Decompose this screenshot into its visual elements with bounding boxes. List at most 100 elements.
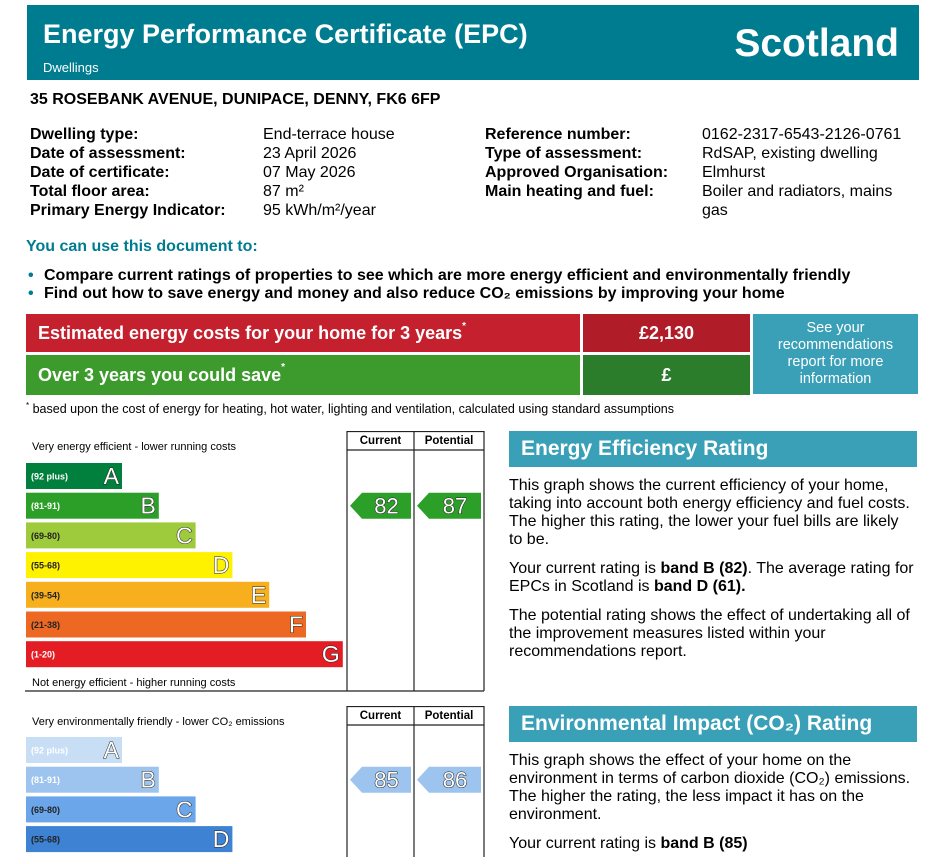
band-range: (92 plus) — [31, 746, 68, 756]
band — [26, 737, 122, 763]
detail-label: Approved Organisation: — [485, 164, 669, 181]
energy-heading: Energy Efficiency Rating — [509, 431, 917, 467]
detail-value: Boiler and radiators, mains gas — [702, 183, 893, 219]
detail-value: 95 kWh/m²/year — [263, 202, 376, 219]
rating-value: 82 — [374, 494, 398, 519]
band-letter: D — [213, 552, 230, 578]
detail-label: Type of assessment: — [485, 145, 643, 162]
column-header: Potential — [425, 435, 474, 447]
band-letter: C — [176, 796, 193, 822]
detail-label: Reference number: — [485, 126, 631, 143]
band — [26, 552, 233, 579]
uses-heading: You can use this document to: — [26, 238, 258, 255]
detail-value: 0162-2317-6543-2126-0761 — [702, 126, 902, 143]
rating-arrow — [417, 492, 481, 519]
detail-row: Date of assessment: 23 April 2026 — [30, 144, 463, 163]
detail-label: Date of certificate: — [30, 164, 170, 181]
detail-row: Approved Organisation: Elmhurst — [485, 163, 920, 182]
bold-text: band D (61). — [653, 578, 746, 595]
band — [26, 611, 306, 638]
band-range: (21-38) — [31, 620, 60, 630]
band-range: (81-91) — [31, 775, 60, 785]
environment-rating-chart: Current Potential Very environmentally fri… — [26, 706, 485, 857]
band-letter: F — [289, 612, 303, 638]
column-header: Current — [360, 435, 402, 447]
header: Energy Performance Certificate (EPC) Dwe… — [27, 5, 919, 80]
rating-arrow — [417, 766, 481, 793]
bold-text: band B (85) — [660, 835, 748, 852]
detail-row: Total floor area: 87 m² — [30, 182, 463, 201]
top-label: Very energy efficient - lower running co… — [32, 441, 237, 453]
detail-row: Type of assessment: RdSAP, existing dwell… — [485, 144, 920, 163]
cost-label-text: Over 3 years you could save — [38, 364, 282, 385]
paragraph: This graph shows the effect of your home… — [509, 752, 914, 824]
cost-note-mark: * — [281, 362, 286, 373]
detail-row: Date of certificate: 07 May 2026 — [30, 163, 463, 182]
rating-arrow — [350, 766, 411, 793]
band — [26, 581, 270, 608]
detail-label: Primary Energy Indicator: — [30, 202, 226, 219]
band-letter: D — [213, 826, 230, 852]
text: Your current rating is — [509, 560, 661, 577]
column-header: Current — [360, 710, 402, 722]
address: 35 ROSEBANK AVENUE, DUNIPACE, DENNY, FK6… — [30, 91, 441, 108]
detail-value: 87 m² — [263, 183, 304, 200]
band-range: (1-20) — [31, 650, 55, 660]
band-range: (69-80) — [31, 805, 60, 815]
band — [26, 463, 122, 489]
text: Your current rating is — [509, 835, 661, 852]
bullet: • — [28, 267, 34, 284]
band-range: (92 plus) — [31, 472, 68, 482]
cost-value: £ — [583, 355, 750, 395]
rating-value: 87 — [443, 494, 467, 519]
energy-rating-chart: Current Potential Very energy efficient - … — [25, 431, 485, 692]
use-text: Find out how to save energy and money an… — [44, 285, 785, 302]
use-text: Compare current ratings of properties to… — [44, 267, 851, 284]
detail-value: RdSAP, existing dwelling — [702, 145, 878, 162]
environment-text: This graph shows the effect of your home… — [509, 752, 914, 864]
cost-label-text: Estimated energy costs for your home for… — [38, 322, 463, 343]
region: Scotland — [734, 22, 899, 65]
detail-row: Reference number: 0162-2317-6543-2126-076… — [485, 125, 920, 144]
band-range: (69-80) — [31, 531, 60, 541]
bold-text: band B (82) — [660, 560, 748, 577]
top-label: Very environmentally friendly - lower CO… — [32, 716, 285, 728]
details-left: Dwelling type: End-terrace house Date of a… — [30, 125, 463, 220]
paragraph: Your current rating is band B (82). The … — [509, 560, 914, 596]
band — [26, 826, 233, 853]
detail-value: Elmhurst — [702, 164, 766, 181]
footnote: * based upon the cost of energy for heat… — [26, 401, 674, 416]
detail-label: Total floor area: — [30, 183, 150, 200]
band-range: (81-91) — [31, 501, 60, 511]
detail-label: Date of assessment: — [30, 145, 186, 162]
details-right: Reference number: 0162-2317-6543-2126-076… — [485, 125, 920, 220]
uses-list: • Compare current ratings of properties t… — [26, 267, 850, 303]
use-item: • Find out how to save energy and money a… — [26, 285, 850, 303]
footnote-mark: * — [26, 401, 30, 410]
paragraph: The potential rating shows the effect of… — [509, 607, 914, 661]
bottom-label: Not energy efficient - higher running co… — [32, 677, 236, 689]
cost-label: Estimated energy costs for your home for… — [26, 314, 580, 352]
bullet: • — [28, 285, 34, 302]
cost-note-mark: * — [462, 321, 467, 332]
band-letter: E — [251, 582, 266, 608]
rating-value: 85 — [374, 768, 398, 793]
detail-value: 07 May 2026 — [263, 164, 356, 181]
detail-value: End-terrace house — [263, 126, 395, 143]
column-header: Potential — [425, 710, 474, 722]
band-range: (55-68) — [31, 561, 60, 571]
text: The potential rating shows the effect of… — [509, 607, 910, 660]
detail-row: Main heating and fuel: Boiler and radiato… — [485, 182, 920, 220]
rating-arrow — [350, 492, 411, 519]
band — [26, 766, 159, 793]
band — [26, 522, 196, 549]
subtitle: Dwellings — [43, 60, 99, 75]
paragraph: This graph shows the current efficiency … — [509, 477, 914, 549]
recommendations-link[interactable]: See your recommendations report for more… — [753, 314, 918, 394]
cost-label: Over 3 years you could save * — [26, 355, 580, 395]
environment-heading: Environmental Impact (CO₂) Rating — [509, 706, 917, 742]
energy-text: This graph shows the current efficiency … — [509, 477, 914, 672]
band-range: (39-54) — [31, 590, 60, 600]
paragraph: Your current rating is band B (85) — [509, 835, 914, 853]
